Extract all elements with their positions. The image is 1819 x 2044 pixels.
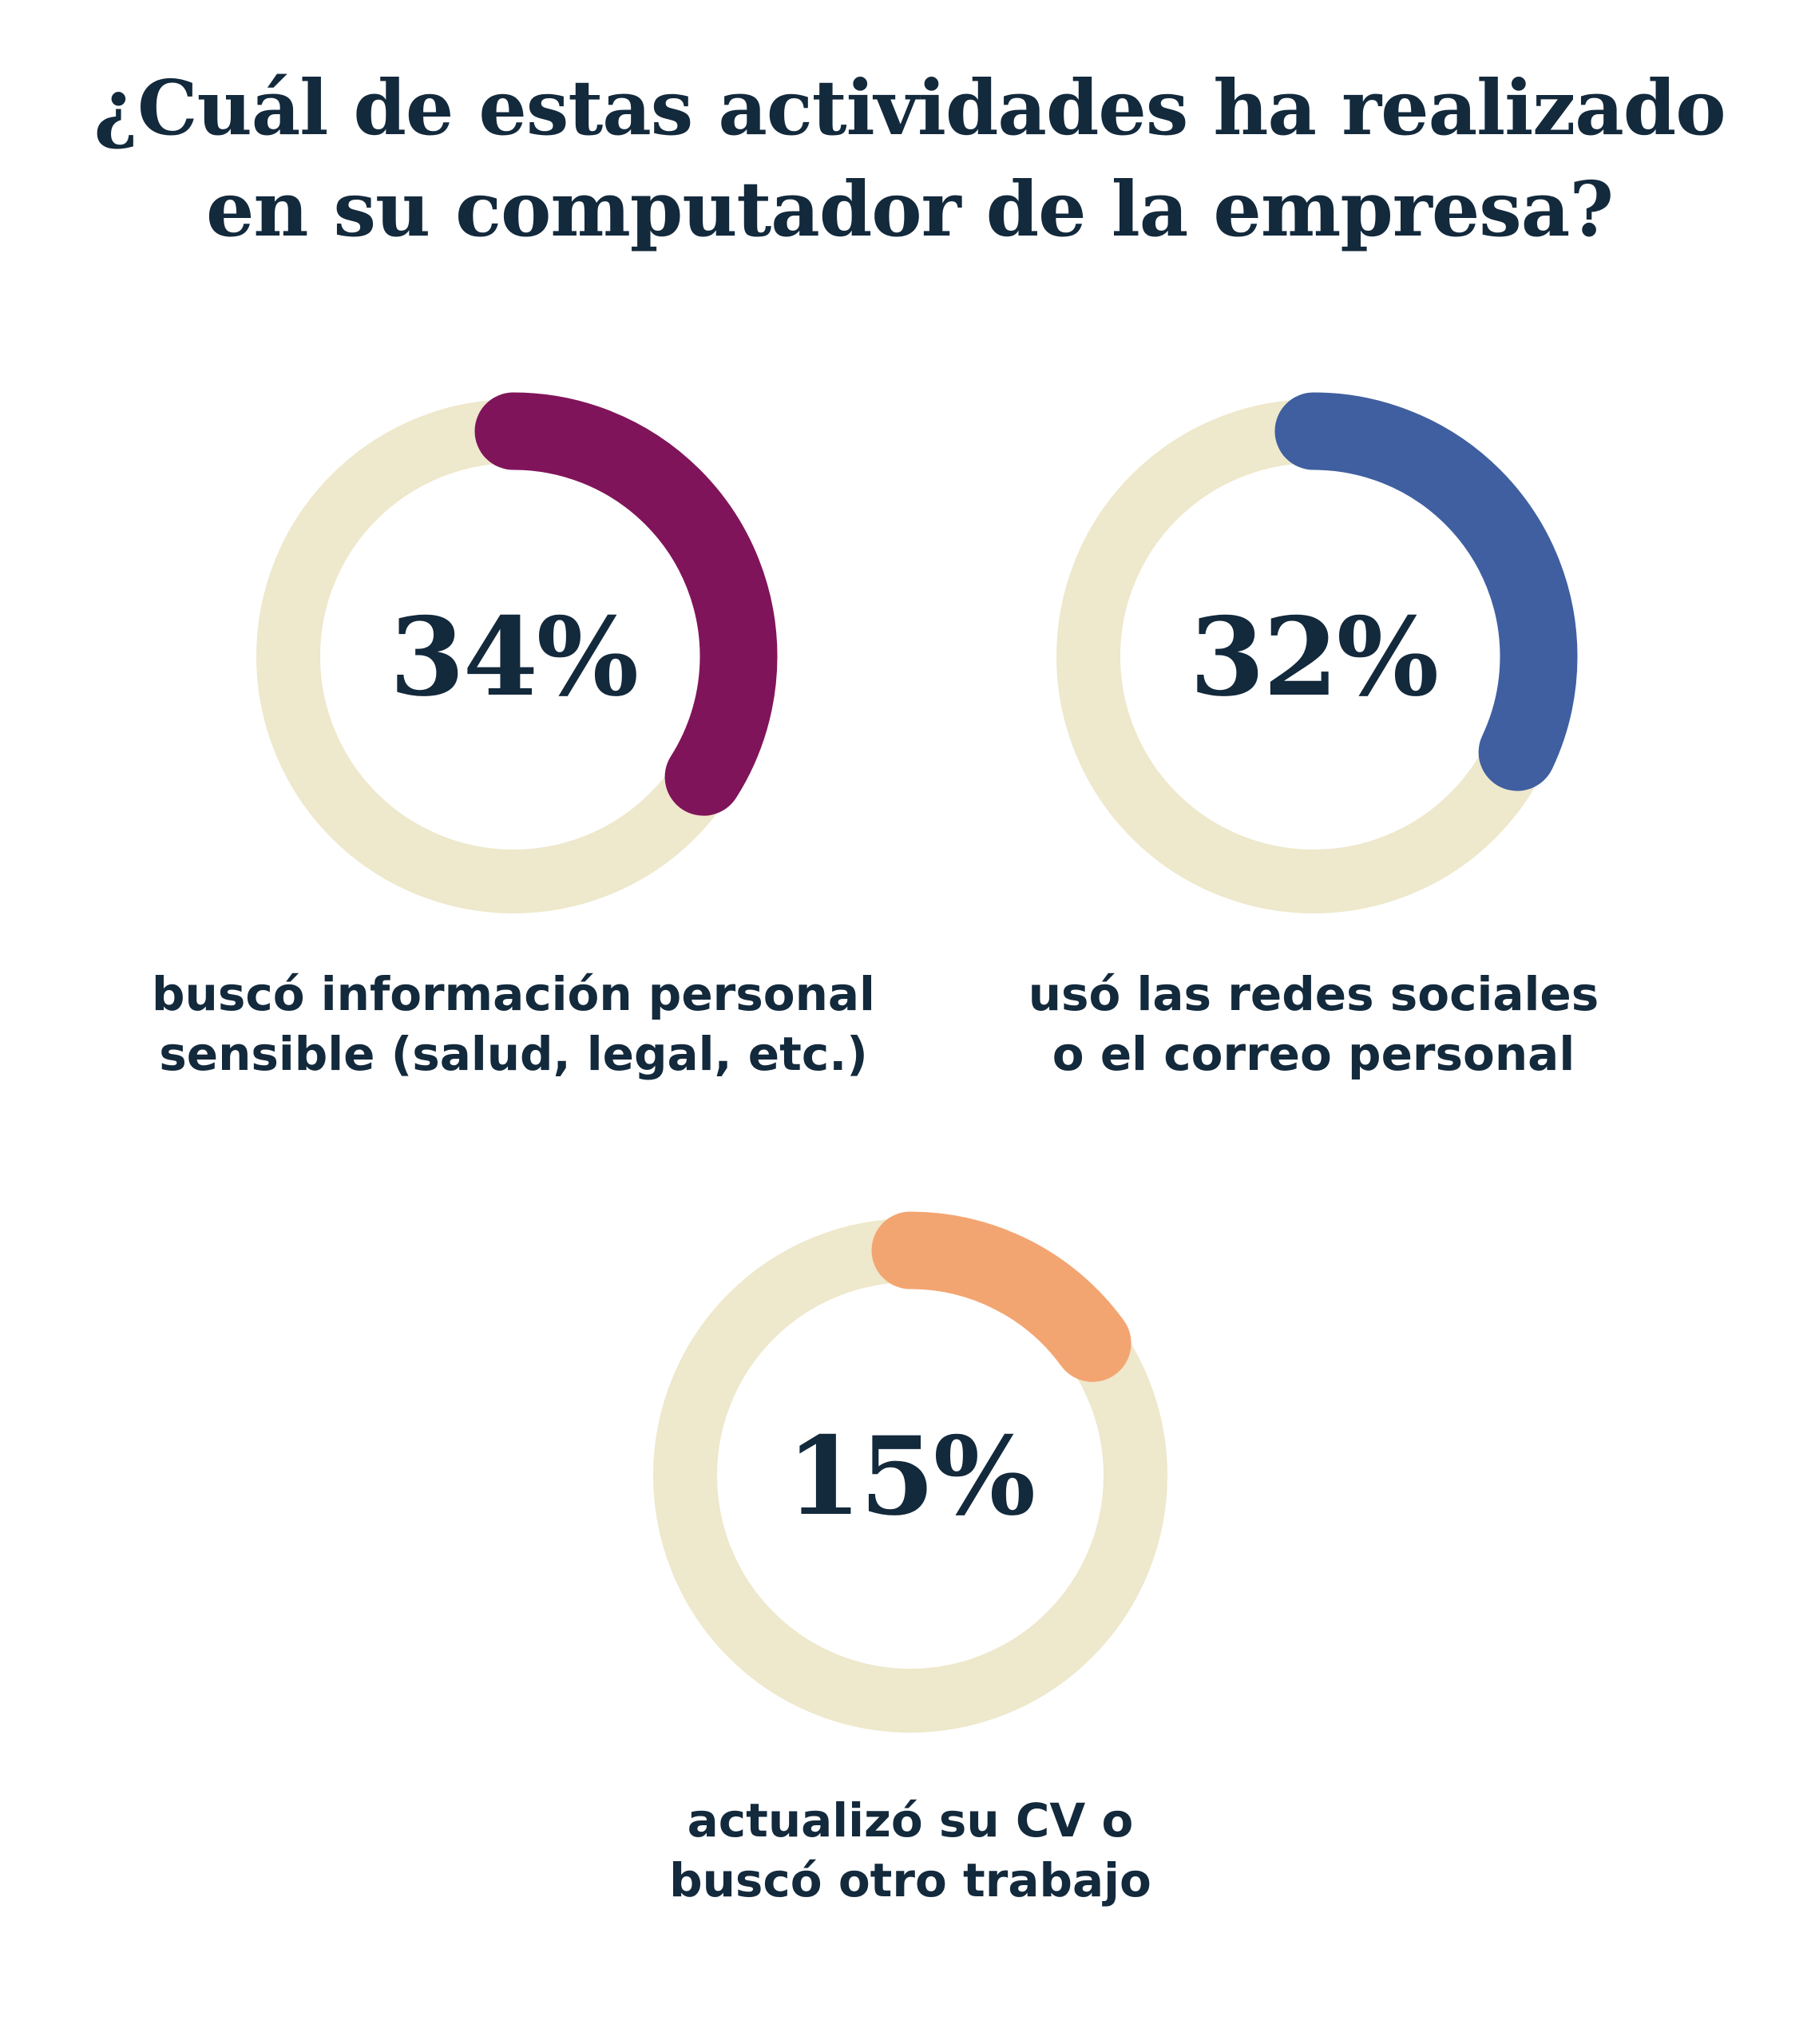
donut-value-arc [1049, 392, 1578, 921]
category-label-line-2: sensible (salud, legal, etc.) [159, 1027, 868, 1082]
donut-svg [646, 1211, 1175, 1740]
category-label-cv-trabajo: actualizó su CV o buscó otro trabajo [431, 1791, 1389, 1911]
donut-chart-cv-trabajo: 15% [631, 1196, 1190, 1755]
chart-title-line-1: ¿Cuál de estas actividades ha realizado [93, 64, 1726, 153]
category-label-line-2: o el correo personal [1052, 1027, 1575, 1082]
category-label-redes-sociales: usó las redes sociales o el correo perso… [834, 965, 1793, 1085]
category-label-line-1: actualizó su CV o [687, 1793, 1134, 1848]
category-label-line-2: buscó otro trabajo [669, 1853, 1151, 1908]
category-label-line-1: buscó información personal [152, 967, 875, 1021]
donut-percentage-value: 15% [786, 1412, 1036, 1539]
donut-svg [249, 392, 778, 921]
chart-title: ¿Cuál de estas actividades ha realizado … [0, 57, 1819, 261]
category-label-line-1: usó las redes sociales [1028, 967, 1599, 1021]
donut-percentage-value: 34% [389, 592, 639, 720]
donut-chart-redes-sociales: 32% [1034, 377, 1593, 936]
donut-chart-info-personal: 34% [234, 377, 793, 936]
category-label-info-personal: buscó información personal sensible (sal… [34, 965, 993, 1085]
donut-percentage-value: 32% [1189, 592, 1439, 720]
chart-title-line-2: en su computador de la empresa? [205, 165, 1614, 255]
donut-svg [1049, 392, 1578, 921]
donut-value-arc [646, 1211, 1175, 1740]
donut-value-arc [249, 392, 778, 921]
